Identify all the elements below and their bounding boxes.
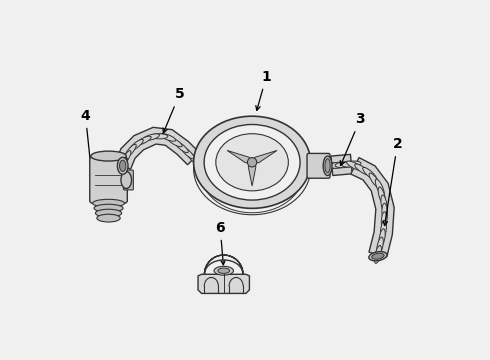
Ellipse shape [216,134,288,191]
Text: 2: 2 [383,137,402,225]
Ellipse shape [181,147,194,159]
Ellipse shape [325,159,330,173]
Ellipse shape [374,246,381,264]
Ellipse shape [129,139,143,150]
Polygon shape [227,150,252,163]
Ellipse shape [167,137,182,147]
Ellipse shape [346,161,363,171]
Ellipse shape [121,150,131,166]
Ellipse shape [323,156,332,176]
Ellipse shape [187,152,200,165]
Text: 3: 3 [340,112,365,166]
Ellipse shape [124,144,136,158]
FancyBboxPatch shape [90,157,127,203]
Ellipse shape [379,229,385,247]
Circle shape [247,158,257,167]
Ellipse shape [93,199,124,207]
Ellipse shape [96,209,122,217]
Ellipse shape [372,253,384,259]
Polygon shape [351,158,394,257]
Ellipse shape [160,134,176,141]
Ellipse shape [363,167,377,180]
Ellipse shape [355,164,370,175]
FancyBboxPatch shape [307,153,330,178]
Ellipse shape [329,162,348,168]
Ellipse shape [382,203,388,222]
Ellipse shape [218,268,230,273]
Text: 4: 4 [81,109,94,179]
Ellipse shape [375,179,384,196]
Polygon shape [331,154,352,176]
Ellipse shape [91,151,126,161]
Ellipse shape [369,252,387,261]
Ellipse shape [194,116,311,208]
Text: 5: 5 [163,87,184,133]
Wedge shape [204,255,243,274]
Ellipse shape [94,204,123,212]
Ellipse shape [342,161,361,167]
Ellipse shape [378,187,386,205]
Ellipse shape [381,220,387,239]
Ellipse shape [136,136,151,145]
Ellipse shape [322,163,342,169]
Ellipse shape [151,134,168,139]
Ellipse shape [119,158,127,174]
Text: 6: 6 [216,221,225,265]
FancyBboxPatch shape [123,170,133,190]
Ellipse shape [120,160,126,171]
Polygon shape [248,162,256,186]
Ellipse shape [97,214,120,222]
Polygon shape [252,150,277,163]
Ellipse shape [369,173,381,188]
Polygon shape [115,127,199,169]
Ellipse shape [143,134,159,140]
Ellipse shape [121,171,132,189]
Ellipse shape [214,266,233,275]
Ellipse shape [381,212,387,230]
Ellipse shape [118,157,128,174]
Polygon shape [198,274,249,293]
Ellipse shape [204,125,300,200]
Ellipse shape [377,237,383,255]
Ellipse shape [335,162,355,168]
Ellipse shape [174,141,188,153]
Ellipse shape [381,195,387,213]
Text: 1: 1 [256,70,271,111]
